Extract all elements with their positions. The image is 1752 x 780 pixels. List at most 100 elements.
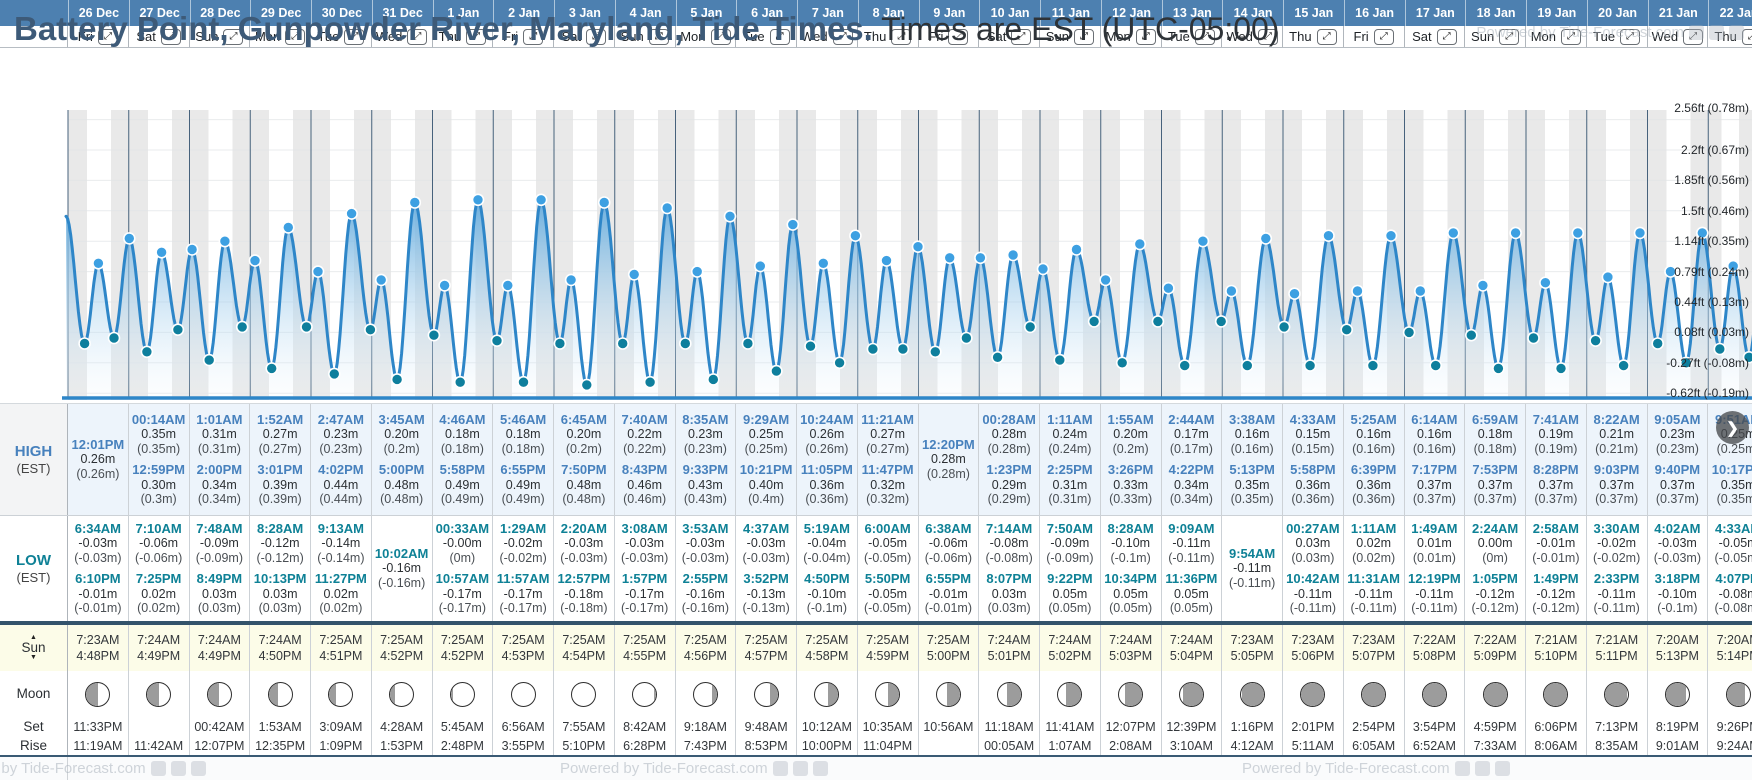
expand-day-button[interactable]: ⤢ [1257, 28, 1278, 45]
expand-day-button[interactable]: ⤢ [1499, 28, 1520, 45]
tide-height: 0.28m [991, 427, 1027, 441]
sunset-time: 4:51PM [319, 649, 363, 663]
moonset-cell: 9:26PM [1708, 717, 1752, 736]
tide-time: 3:26PM [1107, 462, 1154, 477]
tide-height-paren: (0.19m) [1534, 441, 1578, 456]
expand-day-button[interactable]: ⤢ [648, 28, 669, 45]
tide-height-paren: (-0.01m) [74, 601, 122, 615]
expand-day-button[interactable]: ⤢ [160, 28, 181, 45]
tide-time: 3:30AM [1593, 520, 1640, 536]
tide-height-paren: (0.03m) [1291, 550, 1335, 565]
expand-day-button[interactable]: ⤢ [1561, 28, 1582, 45]
tide-time: 8:43PM [621, 462, 668, 477]
tide-entry: 6:38AM -0.06m (-0.06m) [925, 521, 972, 566]
tide-entry: 6:00AM -0.05m (-0.05m) [864, 521, 911, 566]
expand-day-button[interactable]: ⤢ [1373, 28, 1394, 45]
date-header-cell: 27 Dec [128, 0, 190, 26]
weekday-label: Tue [742, 29, 765, 44]
expand-day-button[interactable]: ⤢ [948, 28, 969, 45]
tide-time: 6:59AM [1472, 411, 1519, 427]
moonset-time: 9:18AM [683, 719, 727, 734]
tide-height: 0.49m [445, 477, 480, 492]
tide-entry: 1:11AM 0.02m (0.02m) [1351, 521, 1397, 566]
tide-time: 8:22AM [1593, 411, 1640, 427]
tide-time: 10:24AM [800, 411, 854, 427]
tide-height-paren: (0.26m) [76, 466, 120, 481]
expand-day-button[interactable]: ⤢ [97, 28, 118, 45]
expand-day-button[interactable]: ⤢ [407, 28, 428, 45]
expand-day-button[interactable]: ⤢ [710, 28, 731, 45]
next-page-button[interactable]: ❯ [1716, 411, 1749, 444]
expand-day-button[interactable]: ⤢ [285, 28, 306, 45]
tide-height-paren: (0.2m) [383, 441, 420, 456]
tide-entry: 8:22AM 0.21m (0.21m) [1593, 411, 1640, 457]
weekday-cell: Wed ⤢ [372, 26, 433, 47]
tide-time: 8:35AM [682, 411, 729, 427]
tide-entry: 5:25AM 0.16m (0.16m) [1351, 412, 1397, 457]
sun-times-cell: 7:24AM 4:49PM [128, 625, 190, 671]
expand-day-button[interactable]: ⤢ [769, 28, 790, 45]
sunrise-time: 7:24AM [987, 633, 1031, 647]
expand-day-button[interactable]: ⤢ [832, 28, 853, 45]
expand-day-button[interactable]: ⤢ [1741, 28, 1752, 45]
expand-day-button[interactable]: ⤢ [344, 28, 365, 45]
tide-time: 4:22PM [1168, 462, 1215, 477]
tide-entry: 1:11AM 0.24m (0.24m) [1047, 412, 1093, 457]
tide-height: -0.01m [928, 586, 968, 601]
expand-day-button[interactable]: ⤢ [1316, 28, 1337, 45]
tide-height: 0.03m [1295, 536, 1331, 550]
tide-height-paren: (0.48m) [562, 492, 606, 506]
tide-height: -0.08m [1718, 586, 1752, 601]
expand-day-button[interactable]: ⤢ [466, 28, 487, 45]
weekday-cell: Mon ⤢ [676, 26, 737, 47]
tide-time: 1:01AM [196, 411, 243, 427]
weekday-label: Thu [1289, 29, 1312, 44]
moonset-row: Set 11:33PM 00:42AM 1:53AM 3:09AM 4:28AM 5:45… [0, 717, 1752, 736]
expand-day-button[interactable]: ⤢ [1683, 28, 1704, 45]
expand-day-button[interactable]: ⤢ [523, 28, 544, 45]
expand-day-button[interactable]: ⤢ [891, 28, 912, 45]
watermark-icon [150, 761, 166, 776]
sun-times-cell: 7:24AM 4:50PM [250, 625, 311, 671]
moon-phase-cell [1587, 671, 1648, 717]
expand-day-button[interactable]: ⤢ [1011, 28, 1032, 45]
expand-day-button[interactable]: ⤢ [586, 28, 607, 45]
low-tide-cell: 4:37AM -0.03m (-0.03m) 3:52PM -0.13m (-0.13m) [736, 516, 797, 621]
moon-phase-icon [1725, 681, 1751, 707]
moonrise-cell: 12:07PM [190, 736, 251, 755]
tide-height: 0.18m [505, 427, 541, 441]
moon-phase-cell [1040, 671, 1101, 717]
tide-height-paren: (-0.11m) [1411, 601, 1458, 615]
sunset-time: 4:52PM [380, 649, 424, 663]
expand-day-button[interactable]: ⤢ [1135, 28, 1156, 45]
moonset-time: 11:33PM [73, 719, 123, 734]
watermark-footer: Powered by Tide-Forecast.com [1242, 760, 1510, 777]
tide-time: 7:48AM [196, 520, 243, 536]
sunset-time: 5:11PM [1595, 649, 1638, 663]
expand-day-button[interactable]: ⤢ [1073, 28, 1094, 45]
tide-height: 0.36m [1295, 477, 1331, 492]
date-header-cell: 30 Dec [311, 0, 372, 26]
expand-day-button[interactable]: ⤢ [1194, 28, 1215, 45]
tide-entry: 7:48AM -0.09m (-0.09m) [196, 520, 243, 566]
moonset-cell: 2:01PM [1283, 717, 1344, 736]
moonrise-time: 1:07AM [1048, 738, 1092, 753]
tide-height-paren: (0.37m) [1412, 492, 1456, 506]
watermark-icon [1709, 25, 1724, 40]
moonrise-cell: 8:06AM [1526, 736, 1587, 755]
y-axis-tick-label: 2.2ft (0.67m) [1680, 143, 1749, 157]
moonset-time: 7:55AM [562, 719, 606, 734]
tide-entry: 1:49PM -0.12m (-0.12m) [1532, 571, 1579, 616]
tide-time: 4:50PM [804, 571, 850, 586]
expand-day-button[interactable]: ⤢ [1436, 28, 1457, 45]
tide-height: 0.05m [1173, 586, 1209, 601]
tide-entry: 1:57PM -0.17m (-0.17m) [621, 571, 668, 616]
expand-day-button[interactable]: ⤢ [223, 28, 244, 45]
moon-dark-part [86, 682, 98, 706]
tide-height: 0.39m [262, 477, 298, 492]
sunset-time: 4:49PM [197, 649, 241, 663]
expand-day-button[interactable]: ⤢ [1620, 28, 1641, 45]
tide-height-paren: (0.28m) [926, 466, 970, 481]
tide-height: -0.02m [503, 536, 543, 550]
moonrise-cell: 8:35AM [1587, 736, 1648, 755]
